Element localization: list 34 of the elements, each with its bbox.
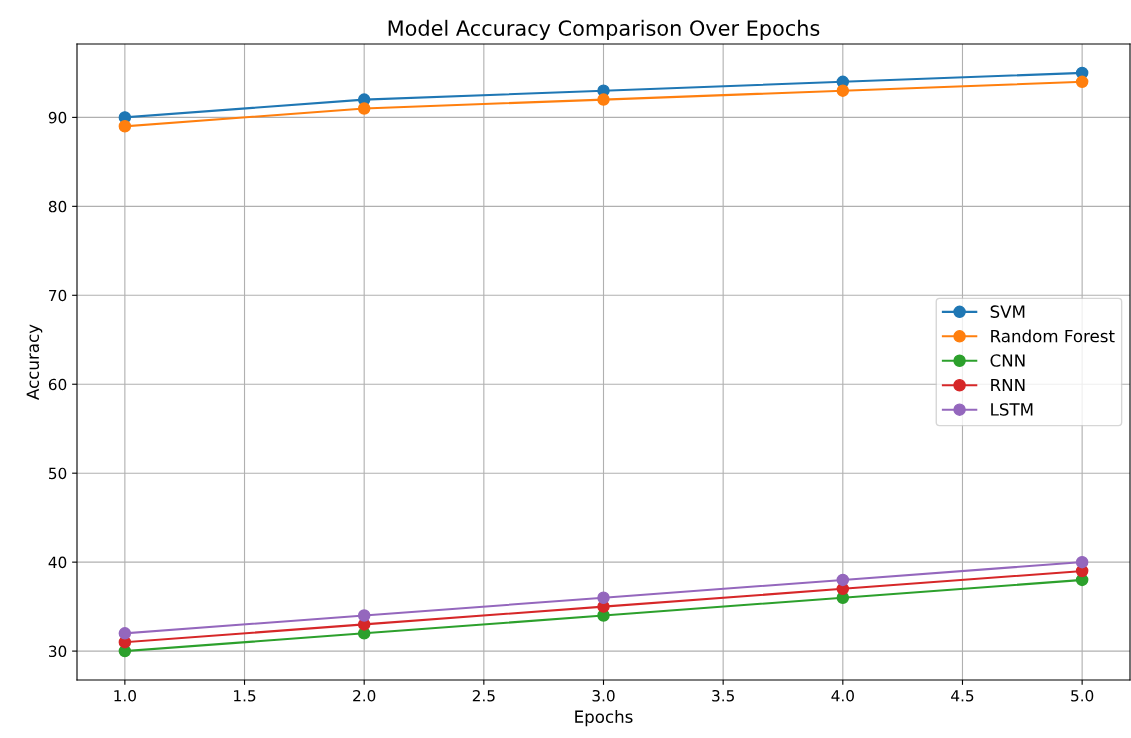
legend-label: Random Forest [991, 329, 1115, 343]
y-tick-label: 60 [48, 378, 67, 391]
y-tick-label: 70 [49, 289, 67, 302]
x-tick-label: 2.0 [353, 689, 376, 702]
x-tick-label: 5.0 [1071, 689, 1094, 702]
y-tick-label: 80 [48, 200, 67, 213]
point [118, 120, 132, 133]
x-tick-label: 4.5 [951, 690, 974, 702]
y-axis-title: Accuracy [26, 324, 43, 400]
point [836, 84, 850, 97]
y-tick-label: 50 [49, 467, 67, 480]
legend-label: RNN [991, 378, 1025, 392]
legend-label: CNN [990, 354, 1025, 367]
point [357, 102, 371, 115]
y-tick-label: 40 [48, 556, 67, 569]
x-tick-label: 1.0 [114, 689, 136, 702]
x-tick-label: 2.5 [472, 689, 495, 702]
y-tick-label: 90 [48, 111, 67, 124]
legend-label: SVM [990, 305, 1025, 318]
point [1075, 75, 1089, 89]
x-tick-label: 3.0 [592, 689, 615, 702]
legend-label: LSTM [991, 403, 1033, 416]
point [357, 609, 371, 622]
point [836, 573, 850, 587]
point [597, 591, 610, 604]
y-tick-label: 30 [49, 645, 67, 658]
x-tick-label: 3.5 [712, 689, 734, 702]
point [597, 93, 610, 106]
point [1075, 555, 1089, 569]
x-tick-label: 4.0 [831, 689, 854, 702]
point [118, 627, 132, 640]
x-tick-label: 1.5 [234, 690, 256, 702]
x-axis-title: Epochs [575, 710, 633, 727]
chart-title: Model Accuracy Comparison Over Epochs [388, 19, 820, 40]
